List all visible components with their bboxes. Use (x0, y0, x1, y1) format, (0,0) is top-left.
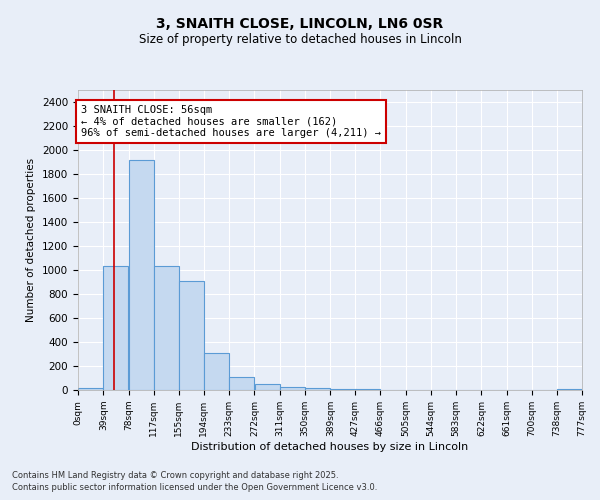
Text: Contains HM Land Registry data © Crown copyright and database right 2025.: Contains HM Land Registry data © Crown c… (12, 471, 338, 480)
Bar (78, 388, 103, 390)
Bar (305, 388, 330, 390)
Bar (103, 266, 128, 390)
Text: 3 SNAITH CLOSE: 56sqm
← 4% of detached houses are smaller (162)
96% of semi-deta: 3 SNAITH CLOSE: 56sqm ← 4% of detached h… (81, 105, 381, 138)
Y-axis label: Number of detached properties: Number of detached properties (26, 158, 37, 322)
Bar (128, 160, 154, 390)
Text: Contains public sector information licensed under the Open Government Licence v3: Contains public sector information licen… (12, 484, 377, 492)
Bar (154, 266, 179, 390)
Text: Size of property relative to detached houses in Lincoln: Size of property relative to detached ho… (139, 32, 461, 46)
Bar (331, 389, 356, 390)
Text: 3, SNAITH CLOSE, LINCOLN, LN6 0SR: 3, SNAITH CLOSE, LINCOLN, LN6 0SR (157, 18, 443, 32)
Bar (254, 384, 280, 390)
X-axis label: Distribution of detached houses by size in Lincoln: Distribution of detached houses by size … (191, 442, 469, 452)
Bar (280, 387, 305, 390)
Bar (179, 281, 204, 390)
Bar (229, 377, 254, 390)
Bar (204, 353, 229, 390)
